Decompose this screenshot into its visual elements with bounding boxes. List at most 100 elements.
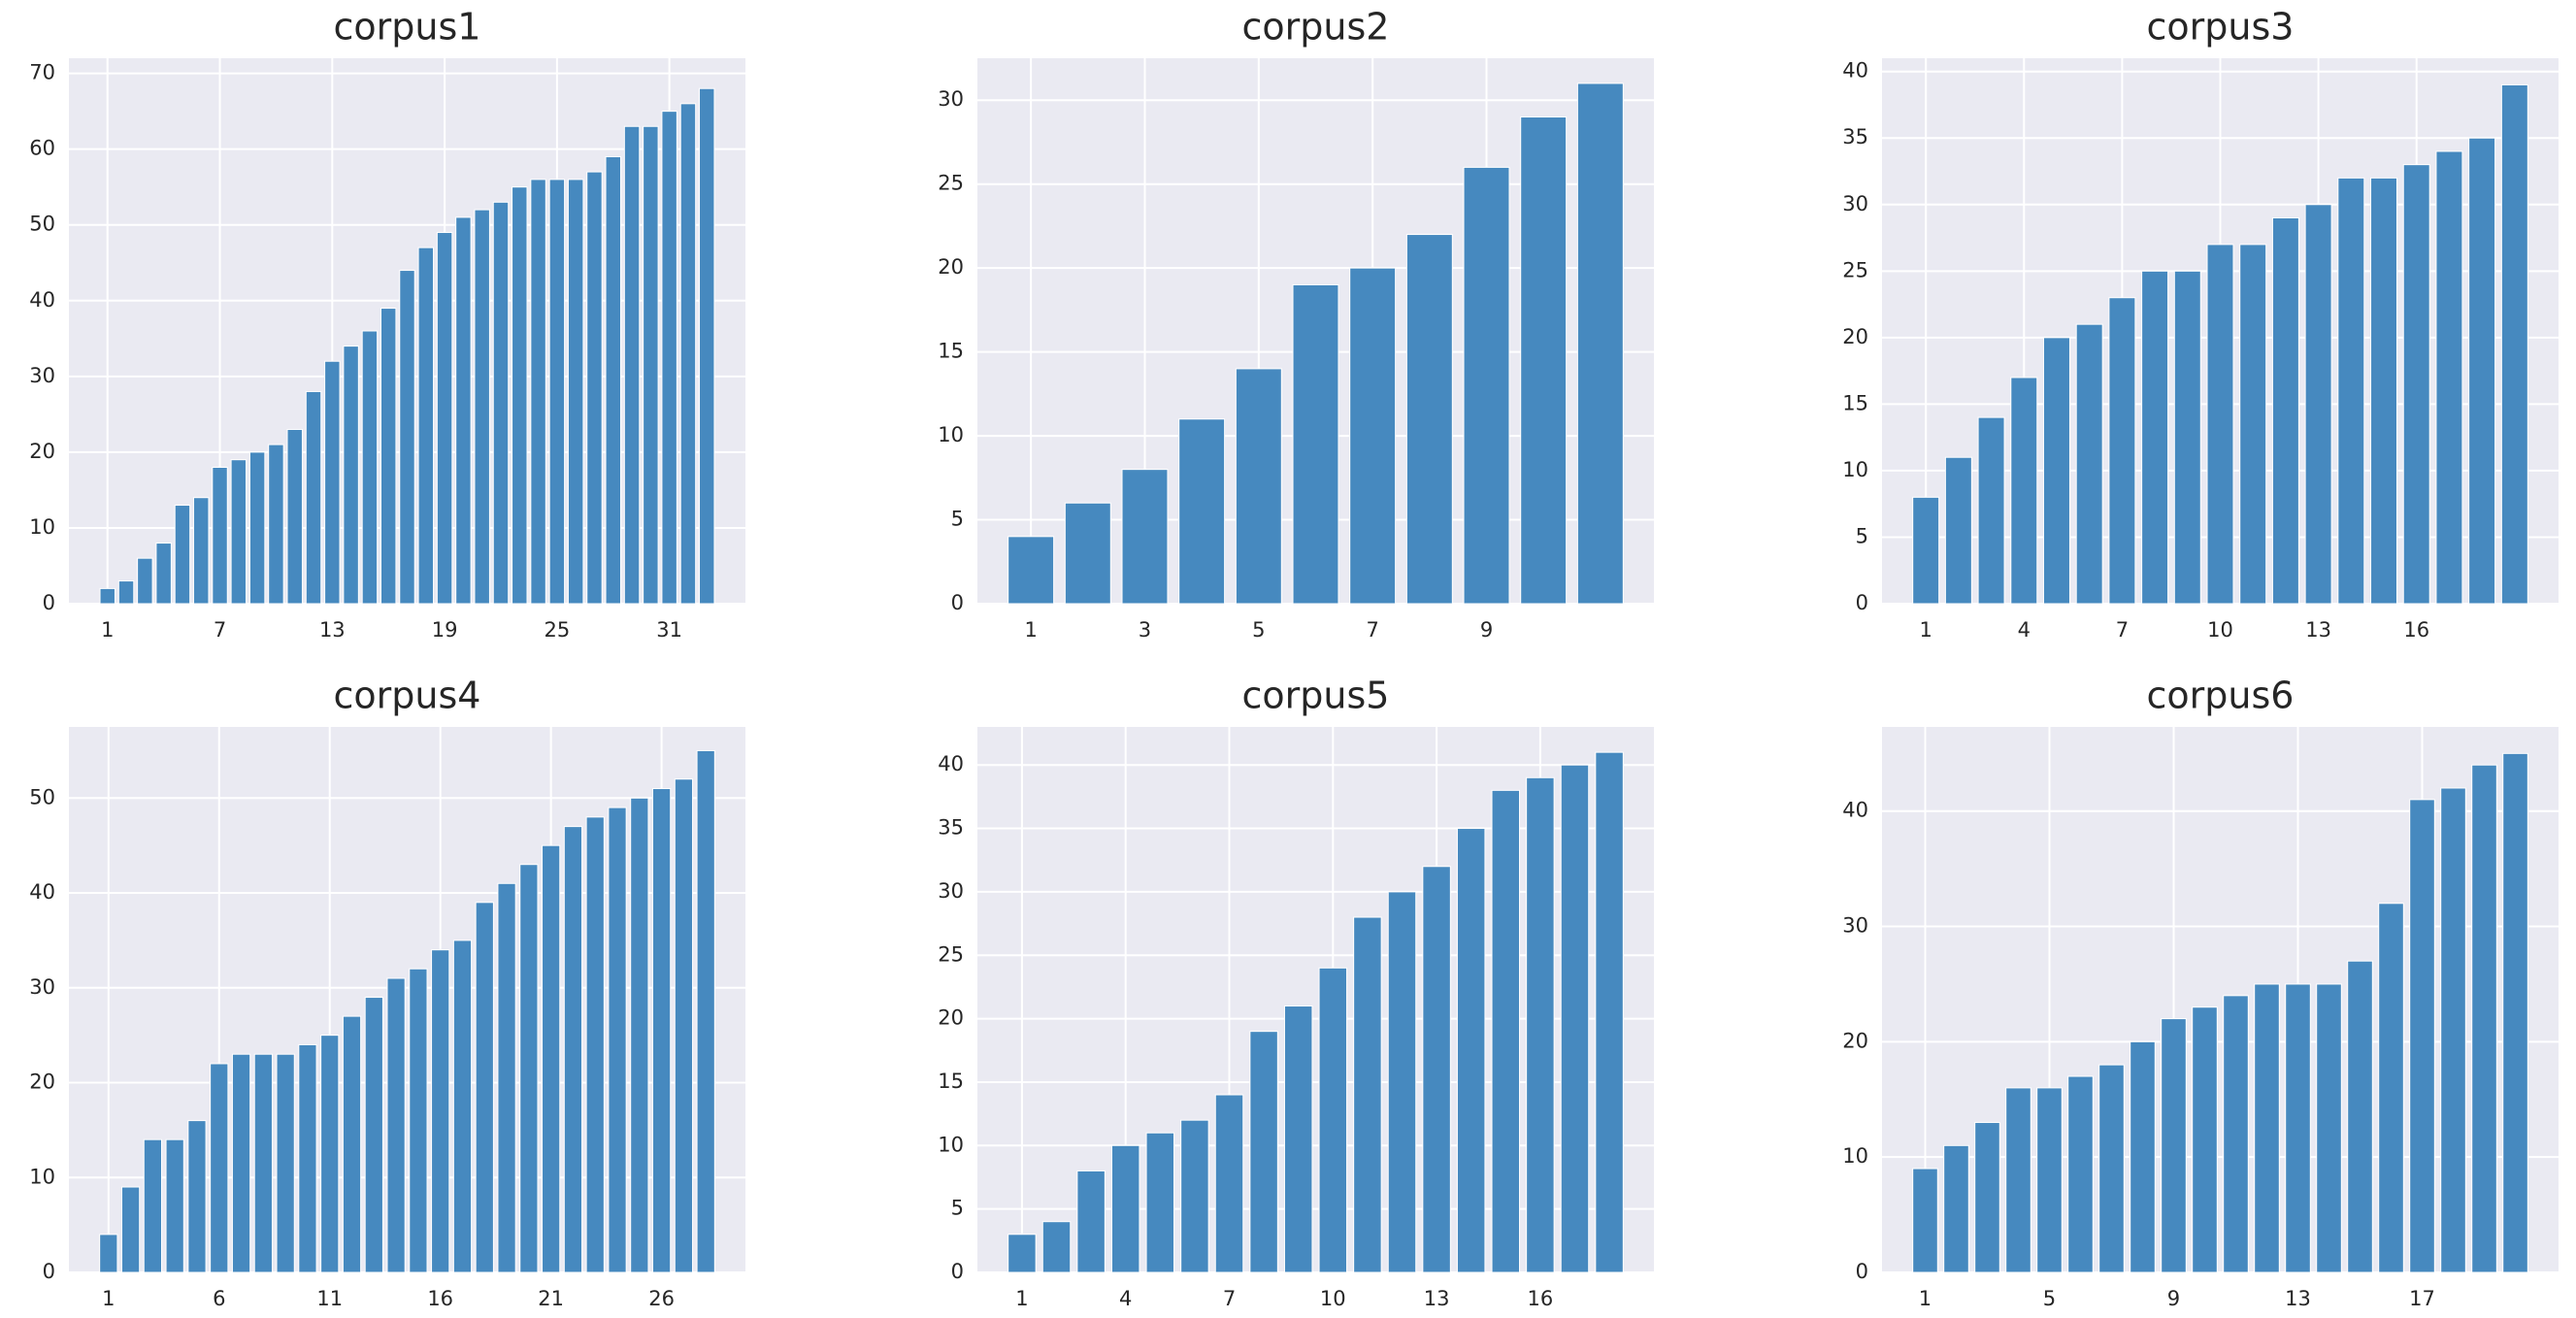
bar — [2036, 1087, 2063, 1273]
bar — [2271, 216, 2299, 605]
x-tick-label: 7 — [214, 618, 226, 642]
bar — [1463, 166, 1510, 605]
bar — [1595, 751, 1624, 1273]
y-tick-label: 50 — [29, 213, 55, 236]
y-tick-label: 0 — [1856, 1260, 1868, 1283]
bar — [409, 968, 428, 1273]
bar — [2285, 983, 2311, 1273]
x-tick-label: 13 — [1424, 1287, 1450, 1310]
chart-title: corpus2 — [1242, 6, 1390, 49]
bar — [1110, 1144, 1140, 1273]
x-tick-label: 3 — [1139, 618, 1151, 642]
y-tick-label: 50 — [29, 785, 55, 808]
bar — [174, 505, 191, 605]
bar — [305, 390, 322, 605]
y-tick-label: 30 — [938, 879, 964, 903]
bar — [548, 179, 566, 605]
bar — [586, 171, 603, 605]
bar — [2223, 995, 2249, 1273]
y-tick-label: 0 — [43, 1260, 55, 1283]
bar — [2347, 960, 2373, 1273]
bar — [530, 179, 546, 605]
bar — [452, 939, 473, 1273]
bar — [1076, 1170, 1106, 1273]
bar — [512, 186, 528, 605]
bar — [268, 444, 284, 605]
x-tick-label: 10 — [1320, 1287, 1346, 1310]
chart-title: corpus6 — [2147, 675, 2295, 717]
x-tick-label: 1 — [101, 618, 114, 642]
x-tick-label: 7 — [2116, 618, 2129, 642]
y-tick-label: 20 — [938, 255, 964, 279]
x-tick-label: 16 — [2403, 618, 2429, 642]
y-tick-label: 10 — [29, 515, 55, 539]
x-tick-label: 6 — [213, 1287, 225, 1310]
bar — [585, 816, 605, 1273]
bar — [1178, 418, 1226, 605]
y-tick-label: 30 — [29, 364, 55, 387]
bar — [563, 826, 583, 1273]
x-tick-label: 21 — [538, 1287, 564, 1310]
bar — [2075, 323, 2103, 605]
bar — [2440, 787, 2466, 1273]
bar — [1576, 82, 1624, 605]
y-tick-label: 5 — [951, 1197, 964, 1220]
bar — [2161, 1018, 2187, 1273]
bar — [2304, 204, 2332, 605]
bar — [436, 232, 453, 605]
y-tick-label: 60 — [29, 137, 55, 160]
bar — [1520, 116, 1568, 605]
bar — [1041, 1221, 1072, 1273]
bar — [210, 1063, 229, 1273]
bar — [193, 497, 210, 605]
bar — [2005, 1087, 2031, 1273]
bar — [2141, 270, 2169, 605]
x-tick-label: 10 — [2207, 618, 2233, 642]
bar — [1180, 1119, 1209, 1273]
bar — [1912, 1168, 1938, 1273]
bar — [674, 778, 694, 1273]
x-tick-label: 4 — [1119, 1287, 1132, 1310]
bar — [1214, 1094, 1244, 1273]
bar — [212, 467, 228, 605]
x-tick-label: 31 — [656, 618, 682, 642]
y-tick-label: 15 — [938, 340, 964, 363]
y-tick-label: 20 — [29, 440, 55, 463]
bar — [253, 1053, 273, 1273]
y-tick-label: 5 — [1856, 524, 1868, 547]
bar — [2337, 177, 2365, 605]
bar — [661, 111, 677, 605]
x-tick-label: 13 — [2285, 1287, 2311, 1310]
x-tick-label: 9 — [2167, 1287, 2180, 1310]
bar — [2067, 1075, 2094, 1273]
bar — [343, 346, 359, 605]
bar — [455, 216, 472, 605]
y-tick-label: 10 — [938, 423, 964, 446]
bar — [2098, 1064, 2125, 1273]
y-tick-label: 20 — [938, 1006, 964, 1030]
bar — [2239, 244, 2267, 605]
chart-title: corpus3 — [2147, 6, 2295, 49]
y-tick-label: 30 — [1842, 192, 1868, 215]
x-tick-label: 16 — [1528, 1287, 1554, 1310]
bar — [2402, 164, 2430, 605]
bar — [542, 844, 561, 1273]
y-tick-label: 40 — [1842, 59, 1868, 82]
y-tick-label: 0 — [951, 591, 964, 614]
bar — [155, 543, 172, 605]
bar — [1974, 1122, 2000, 1273]
x-tick-label: 26 — [648, 1287, 675, 1310]
y-tick-label: 25 — [1842, 258, 1868, 281]
bar — [567, 179, 584, 605]
bar — [386, 977, 406, 1273]
x-tick-label: 4 — [2018, 618, 2031, 642]
bar — [276, 1053, 295, 1273]
y-tick-label: 40 — [1842, 799, 1868, 822]
bar — [320, 1035, 340, 1273]
bar — [231, 1053, 251, 1273]
y-tick-label: 0 — [951, 1260, 964, 1283]
bar — [1121, 469, 1169, 605]
bar — [1353, 916, 1382, 1273]
bar — [298, 1043, 317, 1273]
bar — [1977, 416, 2005, 605]
